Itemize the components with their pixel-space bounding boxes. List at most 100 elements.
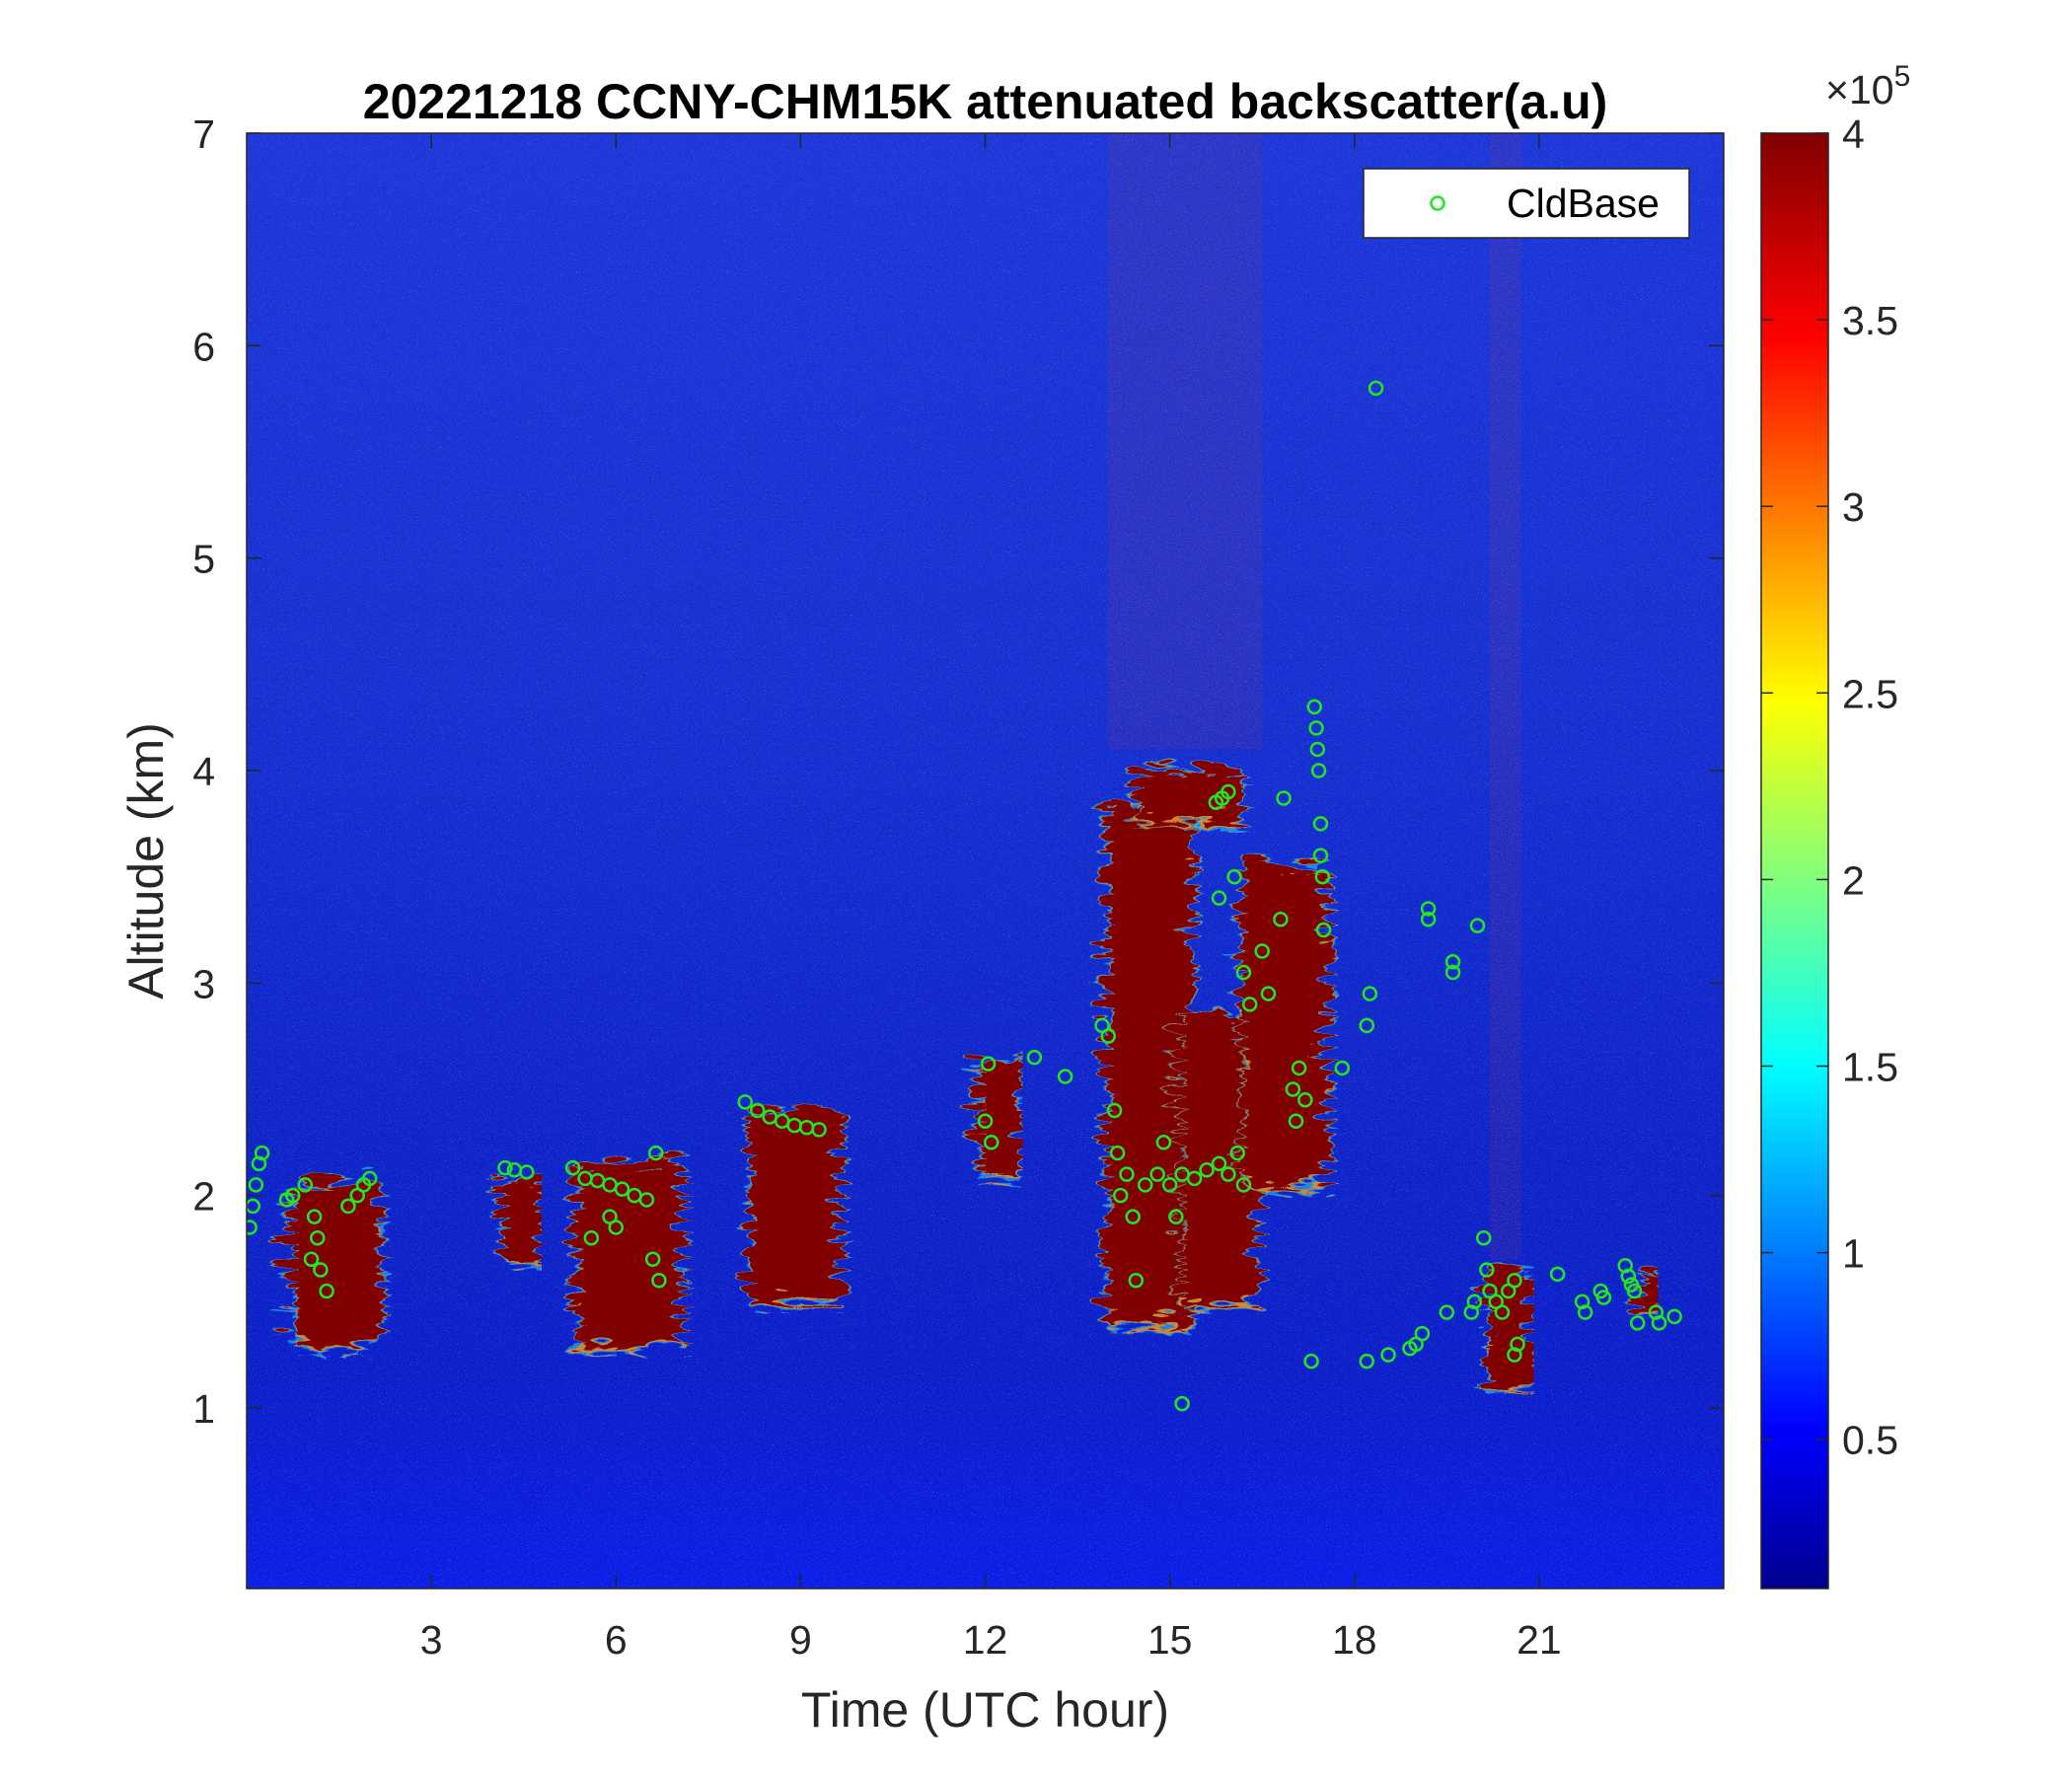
cldbase-point <box>980 1056 997 1072</box>
legend-box <box>1363 168 1690 239</box>
cldbase-point <box>644 1251 661 1267</box>
colorbar-tick-label: 3.5 <box>1842 298 1898 343</box>
cldbase-point <box>1168 1209 1184 1224</box>
cldbase-point <box>1577 1304 1593 1320</box>
cloud-layers <box>277 757 1654 1383</box>
colorbar-tick-label: 2 <box>1842 857 1865 903</box>
cldbase-point <box>1149 1166 1165 1182</box>
cldbase-point <box>297 1177 314 1193</box>
cloud-layer-6 <box>1123 757 1234 821</box>
cldbase-point <box>1479 1262 1495 1278</box>
x-axis: 3 6 9 12 15 18 21 <box>420 133 1562 1663</box>
cldbase-point <box>313 1262 329 1278</box>
cldbase-point <box>1651 1315 1667 1331</box>
cldbase-point <box>983 1135 999 1150</box>
cldbase-point <box>1288 1113 1304 1130</box>
cldbase-point <box>1420 901 1437 917</box>
x-tick-label: 6 <box>605 1617 628 1663</box>
cldbase-point <box>1119 1166 1135 1182</box>
cldbase-point <box>1469 918 1486 933</box>
cloud-core <box>492 1169 530 1249</box>
cldbase-point <box>583 1229 600 1246</box>
cloud-core <box>1095 791 1183 1313</box>
cldbase-point <box>1285 1081 1301 1097</box>
cldbase-point <box>1057 1069 1073 1084</box>
x-axis-label: Time (UTC hour) <box>801 1682 1169 1738</box>
x-tick-label: 3 <box>420 1617 443 1663</box>
cldbase-point <box>1315 922 1332 938</box>
cldbase-point <box>811 1122 827 1138</box>
cldbase-point <box>1359 1353 1374 1369</box>
colorbar-gradient <box>1760 132 1829 1590</box>
cldbase-point <box>1306 699 1322 715</box>
cldbase-point <box>1226 868 1242 885</box>
cldbase-point <box>1439 1304 1455 1320</box>
cldbase-point <box>1666 1308 1682 1325</box>
colorbar-multiplier: ×105 <box>1825 60 1910 112</box>
cldbase-point <box>1626 1283 1643 1299</box>
cloud-layer-2 <box>563 1149 675 1341</box>
cldbase-point <box>1221 783 1236 800</box>
aerosol-plume-1 <box>1489 133 1521 1260</box>
cldbase-point <box>1466 1294 1483 1310</box>
cldbase-point <box>497 1159 513 1176</box>
cldbase-point <box>1241 997 1258 1012</box>
y-axis: 1 2 3 4 5 6 7 <box>192 111 1724 1432</box>
cldbase-point <box>1211 1155 1227 1172</box>
cloud-core <box>280 1174 370 1334</box>
cldbase-point <box>319 1283 334 1299</box>
cldbase-point <box>285 1187 301 1204</box>
cldbase-point <box>1291 1060 1307 1076</box>
cldbase-point <box>1026 1049 1043 1066</box>
y-tick-label: 4 <box>192 749 215 794</box>
cldbase-point <box>1161 1177 1178 1193</box>
cldbase-point <box>614 1181 630 1197</box>
cldbase-point <box>1125 1209 1141 1224</box>
legend-marker-cldbase <box>1430 195 1445 211</box>
cldbase-point <box>1235 964 1252 981</box>
cldbase-point <box>651 1273 667 1289</box>
cldbase-point <box>362 1170 378 1187</box>
cldbase-point <box>1211 890 1227 906</box>
cldbase-point <box>1549 1266 1566 1283</box>
cldbase-point <box>1100 1028 1116 1044</box>
colorbar-tick-label: 0.5 <box>1842 1418 1898 1463</box>
cldbase-point <box>1444 964 1461 981</box>
legend: CldBase <box>1363 168 1690 239</box>
cldbase-point <box>1507 1273 1522 1289</box>
cldbase-point <box>1303 1353 1319 1369</box>
cldbase-point <box>1109 1145 1126 1161</box>
cldbase-point <box>1199 1162 1215 1178</box>
y-tick-label: 2 <box>192 1174 215 1220</box>
cldbase-point <box>1310 763 1327 778</box>
cloud-layer-1 <box>489 1166 533 1256</box>
legend-label-cldbase: CldBase <box>1507 181 1660 226</box>
cldbase-point <box>1235 1177 1252 1193</box>
colorbar-tick-label: 4 <box>1842 111 1865 157</box>
cldbase-point <box>1368 380 1384 397</box>
cldbase-point <box>1155 1135 1172 1150</box>
cldbase-point <box>303 1251 320 1267</box>
cloud-core <box>1126 760 1231 814</box>
y-tick-label: 7 <box>192 111 215 157</box>
cloud-core <box>739 1099 832 1292</box>
cldbase-point <box>1308 720 1324 736</box>
cldbase-point <box>1334 1060 1351 1076</box>
cloud-core <box>1631 1259 1651 1302</box>
cldbase-point <box>564 1159 581 1176</box>
colorbar-tick-label: 1.5 <box>1842 1045 1898 1090</box>
colorbar-tick-label: 2.5 <box>1842 671 1898 716</box>
cloud-layer-5 <box>1092 788 1186 1320</box>
cldbase-point <box>1380 1347 1396 1363</box>
cldbase-point <box>519 1164 535 1180</box>
plot-area <box>247 133 1724 1589</box>
cldbase-point <box>1595 1290 1612 1305</box>
aerosol-plume-0 <box>1108 133 1263 750</box>
x-tick-label: 15 <box>1147 1617 1193 1663</box>
y-axis-label: Altitude (km) <box>118 722 174 999</box>
cldbase-point <box>306 1209 323 1224</box>
y-tick-label: 3 <box>192 961 215 1006</box>
cloud-layer-3 <box>736 1096 835 1298</box>
cldbase-point <box>1362 986 1378 1001</box>
